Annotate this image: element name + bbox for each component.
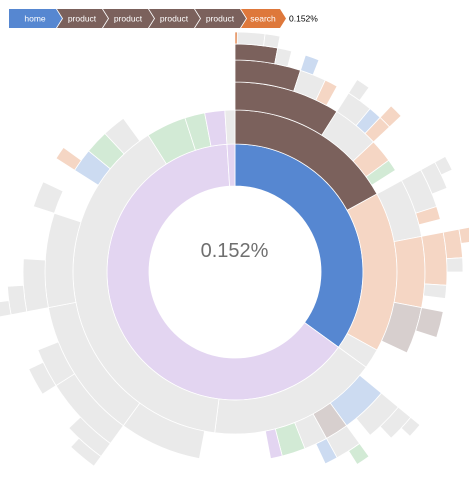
- sunburst-arc-search-d4-18[interactable]: [55, 146, 82, 171]
- sunburst-arc-end-d6-2[interactable]: [263, 33, 281, 49]
- sunburst-arc-account-d5-9[interactable]: [348, 442, 370, 466]
- breadcrumb-arrow-home: [9, 9, 62, 28]
- sunburst-arc-search-d4-7[interactable]: [415, 205, 441, 226]
- sunburst-arc-end-d4-17[interactable]: [32, 181, 64, 214]
- sunburst-arc-end-d6-7[interactable]: [0, 300, 12, 318]
- breadcrumb-item-product-1: product: [57, 9, 108, 28]
- sunburst-arc-product-d4-10[interactable]: [415, 307, 444, 339]
- breadcrumb-label-product-1: product: [68, 14, 97, 24]
- breadcrumb-label-search: search: [250, 14, 276, 24]
- sunburst-arc-end-d3-17[interactable]: [104, 117, 141, 155]
- breadcrumb-item-product-4: product: [195, 9, 246, 28]
- breadcrumb-arrow-search: [241, 9, 286, 28]
- sunburst-arc-home-d4-13[interactable]: [315, 437, 338, 465]
- breadcrumb-arrow-product-2: [103, 9, 154, 28]
- breadcrumb-item-product-3: product: [149, 9, 200, 28]
- sunburst-arc-end-d6-6[interactable]: [70, 437, 102, 467]
- breadcrumb-percentage: 0.152%: [289, 14, 318, 24]
- sunburst-arc-end-d6-3[interactable]: [434, 155, 453, 176]
- breadcrumb-label-product-4: product: [206, 14, 235, 24]
- sunburst-arc-end-d5-1[interactable]: [274, 47, 293, 68]
- breadcrumb-arrow-product-1: [57, 9, 108, 28]
- breadcrumb-arrow-product-3: [149, 9, 200, 28]
- breadcrumb-item-product-2: product: [103, 9, 154, 28]
- sunburst-arc-other-d3-11[interactable]: [264, 428, 283, 460]
- sunburst-arc-search-d3-5[interactable]: [393, 235, 426, 309]
- sunburst-arc-end-d4-9[interactable]: [423, 283, 448, 300]
- sunburst-arc-end-d6-1[interactable]: [236, 31, 266, 47]
- breadcrumb-label-home: home: [24, 14, 46, 24]
- sunburst-arc-end-d6-5[interactable]: [400, 416, 421, 437]
- breadcrumb-label-product-3: product: [160, 14, 189, 24]
- breadcrumb-label-product-2: product: [114, 14, 143, 24]
- sunburst-arc-account-d3-3[interactable]: [365, 159, 396, 186]
- breadcrumb-arrow-product-4: [195, 9, 246, 28]
- sunburst-arc-end-d4-16[interactable]: [22, 258, 49, 313]
- sunburst-arc-home-d5-2[interactable]: [300, 54, 320, 76]
- breadcrumb-trail: home product product product product sea…: [9, 9, 318, 28]
- breadcrumb-item-home: home: [9, 9, 62, 28]
- sunburst-arc-end-d5-3[interactable]: [348, 78, 370, 102]
- sunburst-arc-end-d5-7[interactable]: [446, 257, 464, 273]
- sunburst-arc-search-d6-4[interactable]: [458, 226, 469, 244]
- sunburst-arc-end-d2-8[interactable]: [224, 109, 236, 145]
- sunburst-arc-end-d5-11[interactable]: [28, 361, 57, 395]
- sunburst-arc-search-d4-8[interactable]: [421, 231, 448, 286]
- sunburst-arc-search-d4-2[interactable]: [315, 79, 338, 107]
- sunburst-arcs[interactable]: [0, 31, 469, 467]
- breadcrumb-item-search: search: [241, 9, 286, 28]
- sunburst-arc-search-d5-4[interactable]: [379, 105, 402, 128]
